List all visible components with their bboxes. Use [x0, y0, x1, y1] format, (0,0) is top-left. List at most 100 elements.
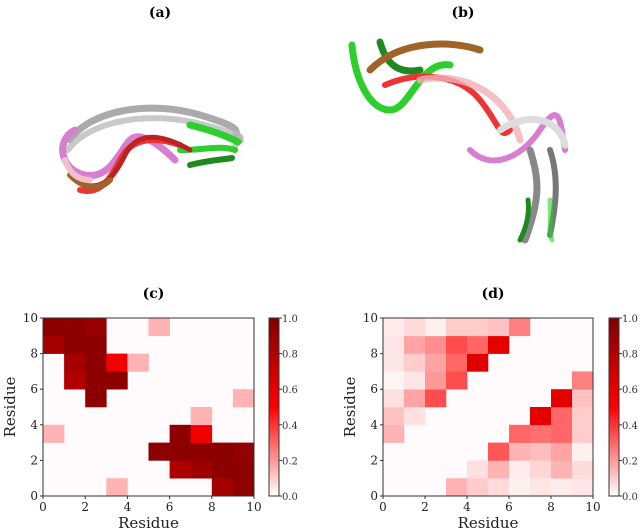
- colorbar-tick-label: 0.4: [622, 421, 638, 432]
- heatmap-cell: [85, 389, 107, 408]
- heatmap-cell: [551, 478, 573, 497]
- heatmap-cell: [530, 424, 552, 443]
- x-axis-label: Residue: [118, 514, 179, 531]
- heatmap-cell: [404, 335, 426, 354]
- heatmap-cell: [488, 460, 510, 479]
- heatmap-cell: [383, 353, 405, 372]
- colorbar-tick-label: 1.0: [622, 314, 638, 325]
- heatmap-cell: [551, 424, 573, 443]
- heatmap-cell: [148, 442, 170, 461]
- heatmap-cell: [425, 371, 447, 390]
- heatmap-cell: [488, 442, 510, 461]
- heatmap-cell: [572, 371, 594, 390]
- heatmap-cell: [211, 460, 234, 479]
- heatmap-cell: [425, 335, 447, 354]
- x-axis-label: Residue: [458, 514, 519, 531]
- heatmap-cell: [551, 442, 573, 461]
- heatmap-cell: [383, 371, 405, 390]
- y-tick-label: 6: [370, 382, 378, 396]
- heatmap-cell: [85, 318, 107, 337]
- heatmap-cell: [572, 460, 594, 479]
- y-tick-label: 8: [30, 347, 38, 361]
- heatmap-cell: [509, 460, 531, 479]
- heatmap-title: (d): [481, 286, 504, 302]
- heatmap-cell: [530, 442, 552, 461]
- y-tick-label: 2: [370, 453, 378, 467]
- heatmap-cell: [551, 389, 573, 408]
- colorbar-tick-label: 1.0: [282, 314, 298, 325]
- heatmap-cell: [190, 442, 213, 461]
- heatmap-cell: [572, 442, 594, 461]
- plot-frame: [42, 317, 255, 497]
- heatmap-cell: [43, 318, 65, 337]
- x-tick-label: 4: [124, 500, 132, 514]
- heatmap-cell: [404, 353, 426, 372]
- heatmap-cell: [85, 353, 107, 372]
- heatmap-cell: [509, 478, 531, 497]
- heatmap-cell: [467, 335, 489, 354]
- x-tick-label: 2: [81, 500, 89, 514]
- heatmap-cell: [190, 424, 213, 443]
- y-tick-label: 2: [30, 453, 38, 467]
- heatmap-cell: [148, 318, 170, 337]
- heatmap-cell: [467, 478, 489, 497]
- heatmap-cell: [85, 335, 107, 354]
- protein-structure-a: [59, 104, 244, 194]
- heatmap-cell: [551, 407, 573, 426]
- heatmap-cell: [169, 424, 191, 443]
- heatmap-cell: [64, 371, 86, 390]
- heatmap-cell: [572, 389, 594, 408]
- heatmap-cell: [551, 460, 573, 479]
- heatmap-cell: [572, 478, 594, 497]
- heatmap-cell: [64, 335, 86, 354]
- colorbar-tick-label: 0.0: [622, 492, 638, 503]
- colorbar-tick-label: 0.6: [622, 385, 638, 396]
- heatmap-cell: [211, 478, 234, 497]
- heatmap-cell: [383, 424, 405, 443]
- heatmap-cell: [446, 353, 468, 372]
- y-tick-label: 0: [30, 489, 38, 503]
- x-tick-label: 0: [39, 500, 47, 514]
- heatmap-cell: [232, 389, 255, 408]
- y-tick-label: 4: [370, 418, 378, 432]
- colorbar-tick-label: 0.8: [282, 350, 298, 361]
- x-tick-label: 2: [421, 500, 429, 514]
- heatmap-cell: [383, 335, 405, 354]
- heatmap-cell: [425, 389, 447, 408]
- heatmap-cell: [106, 478, 128, 497]
- y-tick-label: 4: [30, 418, 38, 432]
- heatmap-cell: [446, 335, 468, 354]
- y-axis-label: Residue: [341, 376, 359, 437]
- x-tick-label: 4: [463, 500, 471, 514]
- heatmap-cell: [467, 460, 489, 479]
- colorbar-tick-label: 0.8: [622, 350, 638, 361]
- heatmap-cell: [425, 318, 447, 337]
- plot-frame: [382, 317, 594, 497]
- x-tick-label: 10: [585, 500, 600, 514]
- heatmap-cell: [232, 460, 255, 479]
- heatmap-cell: [64, 318, 86, 337]
- heatmap-cell: [404, 371, 426, 390]
- y-tick-label: 10: [23, 311, 38, 325]
- panel-a-label: (a): [149, 5, 171, 21]
- heatmap-cell: [404, 318, 426, 337]
- y-axis-label: Residue: [1, 376, 19, 437]
- heatmap-cell: [43, 335, 65, 354]
- x-tick-label: 8: [208, 500, 216, 514]
- colorbar: [268, 317, 280, 497]
- heatmap-cell: [383, 407, 405, 426]
- heatmap-cell: [467, 318, 489, 337]
- colorbar: [608, 317, 620, 497]
- heatmap-cell: [530, 460, 552, 479]
- colorbar-tick-label: 0.6: [282, 385, 298, 396]
- heatmap-cell: [190, 407, 213, 426]
- colorbar-tick-label: 0.2: [622, 456, 638, 467]
- heatmap-cell: [488, 318, 510, 337]
- heatmap-cell: [446, 318, 468, 337]
- heatmap-cell: [530, 478, 552, 497]
- heatmap-cell: [572, 407, 594, 426]
- heatmap-cell: [232, 478, 255, 497]
- heatmap-cell: [169, 442, 191, 461]
- heatmap-cell: [509, 442, 531, 461]
